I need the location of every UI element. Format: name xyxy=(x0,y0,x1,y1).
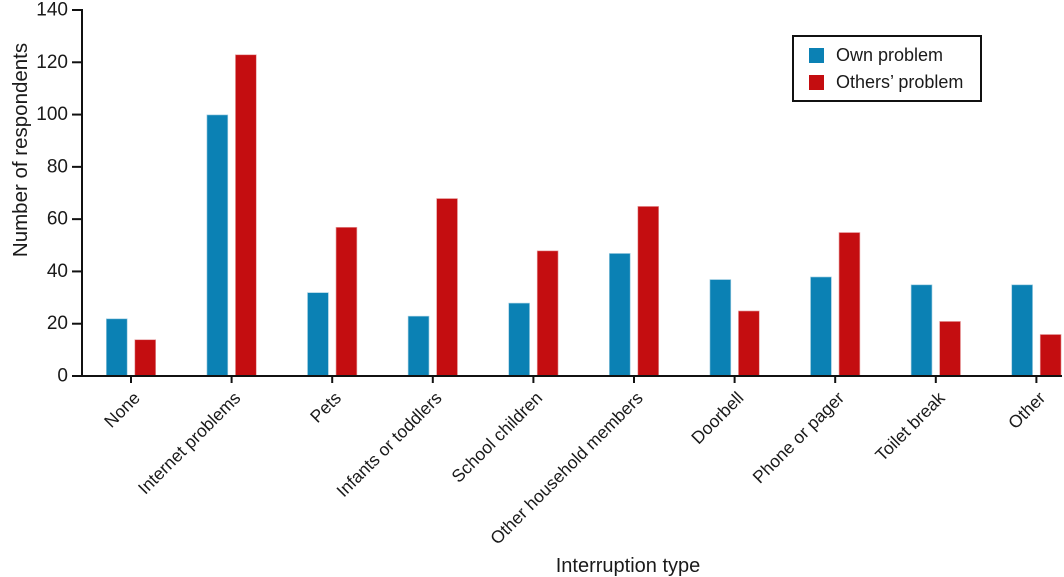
x-axis-title: Interruption type xyxy=(556,555,701,577)
legend-item-others-problem: Others’ problem xyxy=(809,73,980,91)
bar-own-problem-other-household-members xyxy=(608,252,632,378)
x-tick-label-school-children: School children xyxy=(447,388,546,487)
y-tick-label: 80 xyxy=(47,156,68,177)
bar-others-problem-school-children xyxy=(536,249,560,378)
y-tick-label: 40 xyxy=(47,261,68,282)
bar-others-problem-pets xyxy=(335,226,358,378)
y-tick-label: 0 xyxy=(57,366,68,387)
x-tick-label-internet-problems: Internet problems xyxy=(134,388,245,499)
bar-own-problem-internet-problems xyxy=(205,113,229,378)
y-tick-label: 20 xyxy=(47,313,68,334)
bar-own-problem-toilet-break xyxy=(910,283,933,378)
legend-swatch-others-problem xyxy=(809,74,824,90)
bar-others-problem-toilet-break xyxy=(938,320,962,378)
legend-swatch-own-problem xyxy=(809,47,824,63)
bar-own-problem-none xyxy=(105,317,129,378)
x-tick-label-pets: Pets xyxy=(306,388,345,427)
bar-others-problem-infants-or-toddlers xyxy=(435,197,459,378)
x-tick-label-none: None xyxy=(100,388,144,432)
bar-own-problem-pets xyxy=(306,291,330,378)
bar-others-problem-internet-problems xyxy=(234,53,258,378)
y-tick-label: 100 xyxy=(36,104,68,125)
axes-layer xyxy=(81,9,1062,377)
x-tick-label-doorbell: Doorbell xyxy=(687,388,747,448)
legend: Own problem Others’ problem xyxy=(792,35,982,102)
bar-own-problem-phone-or-pager xyxy=(809,276,833,378)
x-tick-label-other: Other xyxy=(1004,388,1049,433)
bar-own-problem-other xyxy=(1010,283,1034,378)
bar-own-problem-school-children xyxy=(507,302,531,378)
y-tick-label: 60 xyxy=(47,209,68,230)
bar-others-problem-other-household-members xyxy=(636,205,660,378)
x-tick-label-toilet-break: Toilet break xyxy=(871,388,949,466)
bar-others-problem-phone-or-pager xyxy=(838,231,861,378)
x-tick-label-infants-or-toddlers: Infants or toddlers xyxy=(332,388,445,501)
legend-item-own-problem: Own problem xyxy=(809,46,980,64)
bar-others-problem-other xyxy=(1039,333,1063,378)
y-axis-ticks: 0 20 40 60 80 100 120 140 xyxy=(36,0,82,387)
bar-own-problem-doorbell xyxy=(708,278,732,378)
bars-layer xyxy=(105,53,1063,378)
legend-label-own-problem: Own problem xyxy=(836,45,944,65)
y-axis-title: Number of respondents xyxy=(9,43,32,257)
x-tick-label-phone-or-pager: Phone or pager xyxy=(749,388,849,488)
bar-own-problem-infants-or-toddlers xyxy=(407,315,430,378)
bar-others-problem-none xyxy=(133,338,157,378)
y-tick-label: 140 xyxy=(36,0,68,21)
legend-label-others-problem: Others’ problem xyxy=(836,72,964,92)
y-tick-label: 120 xyxy=(36,52,68,73)
bar-others-problem-doorbell xyxy=(737,309,761,378)
